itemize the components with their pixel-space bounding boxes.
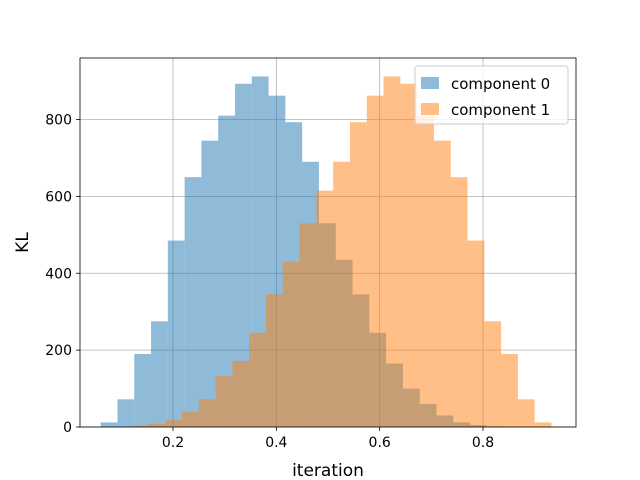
histogram-bar-series-1 [198, 399, 216, 427]
histogram-bar-series-0 [201, 140, 219, 427]
histogram-bar-series-0 [235, 83, 252, 428]
histogram-bar-series-1 [282, 261, 300, 427]
histogram-bar-series-1 [299, 223, 317, 427]
x-tick-label: 0.4 [265, 435, 287, 451]
x-axis-title: iteration [292, 461, 364, 480]
histogram-bar-series-1 [433, 140, 451, 427]
histogram-bar-series-1 [232, 360, 250, 427]
x-tick-label: 0.2 [162, 435, 184, 451]
histogram-bar-series-1 [249, 332, 266, 427]
y-axis-title: KL [13, 232, 33, 253]
y-tick-label: 800 [45, 113, 72, 129]
x-tick-label: 0.6 [369, 435, 391, 451]
legend-swatch-0 [421, 77, 439, 89]
histogram-bar-series-1 [517, 399, 535, 427]
histogram-bar-series-1 [366, 95, 384, 427]
histogram-bar-series-0 [167, 240, 185, 427]
y-tick-label: 0 [63, 420, 72, 436]
ticks: 0.2 0.4 0.6 0.8 0 200 400 600 800 [45, 113, 494, 452]
histogram-bar-series-1 [131, 425, 149, 427]
y-tick-label: 600 [45, 189, 72, 205]
x-tick-label: 0.8 [472, 435, 494, 451]
plot-frame [79, 57, 577, 428]
histogram-bar-series-1 [182, 411, 199, 427]
histogram-bar-series-0 [100, 422, 118, 427]
bars [100, 76, 552, 428]
histogram-bar-series-0 [117, 399, 135, 427]
histogram-bar-series-1 [165, 420, 183, 427]
legend-label-1: component 1 [451, 101, 550, 119]
histogram-bar-series-1 [333, 161, 350, 427]
legend-box [414, 65, 569, 125]
histogram-bar-series-1 [534, 422, 552, 427]
histogram-bar-series-1 [450, 177, 468, 427]
histogram-bar-series-1 [484, 321, 502, 427]
histogram-bar-series-1 [266, 294, 283, 427]
histogram-bar-series-0 [218, 115, 235, 427]
histogram-bar-series-1 [400, 83, 418, 428]
histogram-bar-series-1 [467, 240, 485, 427]
histogram-bar-series-1 [349, 122, 367, 428]
histogram-bar-series-1 [501, 353, 518, 427]
histogram-bar-series-1 [417, 115, 434, 427]
y-tick-label: 400 [45, 266, 72, 282]
histogram-bar-series-1 [316, 190, 334, 427]
histogram-bar-series-0 [134, 353, 152, 427]
histogram-bar-series-1 [148, 423, 166, 427]
legend-label-0: component 0 [451, 75, 550, 93]
histogram-bar-series-1 [383, 76, 401, 427]
legend: component 0 component 1 [414, 65, 569, 125]
y-tick-label: 200 [45, 343, 72, 359]
histogram-bar-series-0 [184, 177, 202, 427]
legend-swatch-1 [421, 103, 439, 115]
histogram-bar-series-0 [151, 321, 168, 427]
histogram-bar-series-1 [215, 376, 233, 427]
